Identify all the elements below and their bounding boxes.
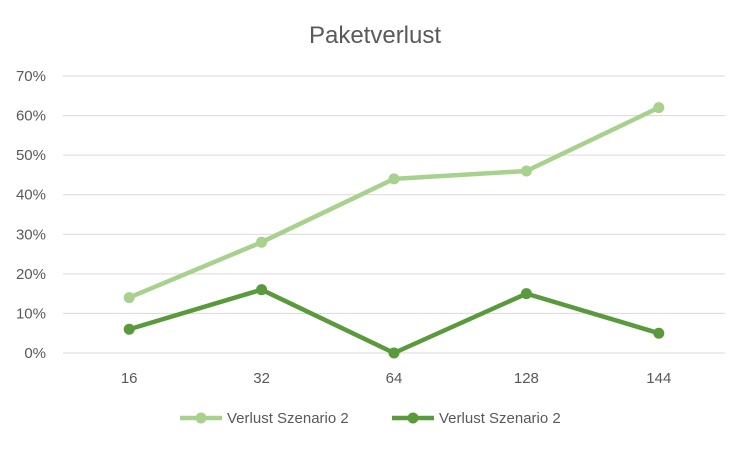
y-tick-label: 10% — [16, 305, 46, 322]
data-point — [520, 288, 532, 300]
series-line-1 — [126, 105, 662, 300]
x-tick-label: 16 — [121, 370, 138, 387]
legend-label: Verlust Szenario 2 — [439, 410, 561, 427]
data-point — [123, 323, 135, 335]
data-point — [388, 173, 400, 185]
data-point — [653, 102, 665, 114]
series-line-2 — [126, 287, 662, 356]
y-tick-label: 0% — [24, 345, 46, 362]
data-point — [520, 165, 532, 177]
y-tick-label: 70% — [16, 68, 46, 85]
x-tick-label: 144 — [646, 370, 671, 387]
y-axis-tick-labels: 0% 10% 20% 30% 40% 50% 60% 70% — [16, 68, 46, 362]
data-point — [256, 236, 268, 248]
legend-marker — [195, 412, 207, 424]
y-tick-label: 30% — [16, 226, 46, 243]
y-tick-label: 60% — [16, 108, 46, 125]
data-point — [653, 327, 665, 339]
x-axis-tick-labels: 16 32 64 128 144 — [121, 370, 671, 387]
data-point — [256, 284, 268, 296]
y-tick-label: 40% — [16, 187, 46, 204]
x-tick-label: 64 — [386, 370, 403, 387]
gridlines — [63, 75, 725, 354]
legend-marker — [407, 412, 419, 424]
x-tick-label: 128 — [514, 370, 539, 387]
chart-title: Paketverlust — [309, 22, 441, 49]
legend: Verlust Szenario 2 Verlust Szenario 2 — [180, 410, 561, 427]
data-point — [123, 292, 135, 304]
y-tick-label: 50% — [16, 147, 46, 164]
series-lines — [123, 102, 665, 359]
x-tick-label: 32 — [253, 370, 270, 387]
data-point — [388, 347, 400, 359]
legend-label: Verlust Szenario 2 — [227, 410, 349, 427]
y-tick-label: 20% — [16, 266, 46, 283]
